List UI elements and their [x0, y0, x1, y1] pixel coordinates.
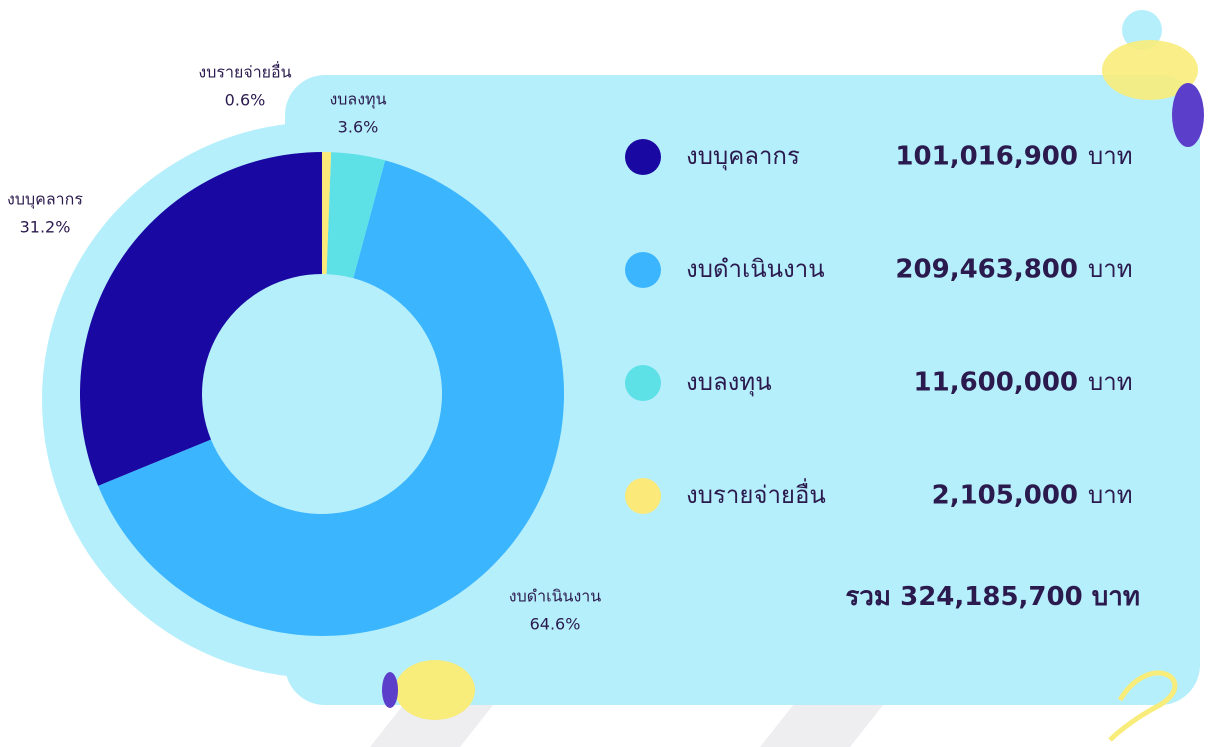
legend-name: งบดำเนินงาน [686, 255, 825, 283]
slice [79, 152, 322, 486]
slice-label: งบรายจ่ายอื่น [198, 61, 291, 82]
slice-value: 0.6% [225, 91, 266, 110]
legend-amount: 11,600,000 [914, 368, 1078, 398]
legend-dot [625, 478, 661, 514]
legend-dot [625, 252, 661, 288]
legend-name: งบบุคลากร [686, 142, 800, 171]
legend-dot [625, 365, 661, 401]
total-value: 324,185,700 [900, 582, 1083, 612]
slice [98, 160, 564, 636]
legend-unit: บาท [1088, 481, 1133, 509]
legend-amount: 209,463,800 [895, 255, 1078, 285]
legend-name: งบรายจ่ายอื่น [686, 478, 826, 509]
slice-label: งบบุคลากร [7, 190, 83, 210]
legend-amount: 2,105,000 [932, 481, 1078, 511]
legend-unit: บาท [1088, 142, 1133, 170]
legend-unit: บาท [1088, 368, 1133, 396]
total-label: รวม [845, 582, 891, 612]
total-unit: บาท [1092, 582, 1140, 612]
slice-value: 3.6% [338, 118, 379, 137]
legend-dot [625, 139, 661, 175]
slice-label: งบลงทุน [329, 90, 386, 110]
legend-name: งบลงทุน [686, 368, 772, 397]
donut [79, 152, 564, 636]
slice [322, 152, 332, 275]
legend-amount: 101,016,900 [895, 142, 1078, 172]
slice [326, 152, 386, 279]
total: รวม 324,185,700 บาท [845, 582, 1140, 612]
slice-label: งบดำเนินงาน [509, 587, 601, 606]
slice-value: 31.2% [20, 218, 71, 237]
legend-unit: บาท [1088, 255, 1133, 283]
slice-value: 64.6% [530, 615, 581, 634]
